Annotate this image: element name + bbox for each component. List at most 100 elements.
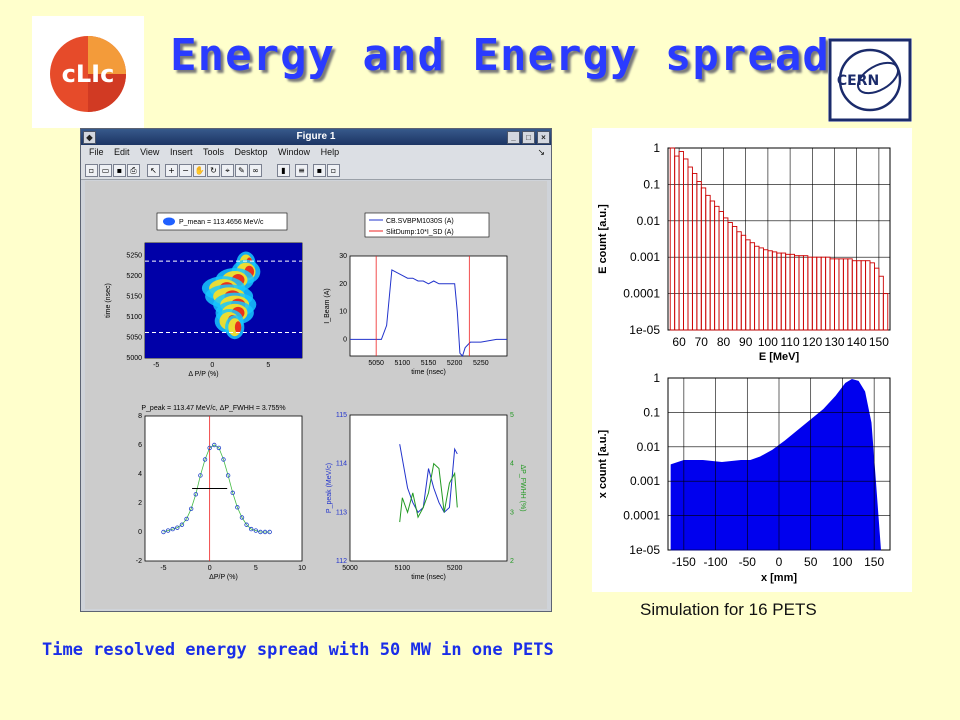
- data-point: [244, 522, 249, 527]
- menu-desktop[interactable]: Desktop: [234, 147, 268, 157]
- heatmap-cell: [234, 321, 242, 334]
- heatmap-xtick: -5: [153, 362, 159, 369]
- fwhh-ytick: 2: [138, 500, 142, 507]
- data-point: [202, 457, 208, 462]
- close-button[interactable]: ×: [537, 131, 550, 144]
- position-xtick: 0: [776, 555, 783, 569]
- ppeak-xtick: 5200: [447, 565, 463, 572]
- datacursor-icon[interactable]: ⌖: [221, 164, 234, 177]
- heatmap-legend: [156, 212, 288, 231]
- show-icon[interactable]: ▫: [327, 164, 340, 177]
- link-icon[interactable]: ∞: [249, 164, 262, 177]
- fwhh-y2tick: 5: [510, 412, 514, 419]
- fwhh-ytick: 6: [138, 442, 142, 449]
- brush-icon[interactable]: ✎: [235, 164, 248, 177]
- energy-xtick: 100: [758, 335, 778, 349]
- menu-tools[interactable]: Tools: [202, 147, 224, 157]
- simulation-label: Simulation for 16 PETS: [640, 600, 817, 619]
- menu-view[interactable]: View: [140, 147, 160, 157]
- position-xtick: -150: [672, 555, 696, 569]
- menu-edit[interactable]: Edit: [114, 147, 130, 157]
- data-point: [207, 445, 212, 451]
- energy-ytick: 0.1: [643, 177, 660, 191]
- maximize-button[interactable]: □: [522, 131, 535, 144]
- fwhh-xtick: 10: [298, 565, 306, 572]
- energy-ytick: 0.01: [637, 214, 661, 228]
- colorbar-icon[interactable]: ▮: [277, 164, 290, 177]
- app-menu-icon[interactable]: ◆: [83, 131, 96, 144]
- menu-file[interactable]: File: [89, 147, 104, 157]
- window-titlebar[interactable]: Figure 1 ◆ _ □ ×: [81, 129, 551, 145]
- ibeam-axes: [349, 255, 508, 357]
- fwhh-y2tick: 4: [510, 461, 514, 468]
- energy-xtick: 90: [739, 335, 753, 349]
- fwhh-xlabel: ΔP/P (%): [209, 574, 238, 581]
- data-point: [267, 529, 272, 535]
- new-icon[interactable]: ▫: [85, 164, 98, 177]
- open-icon[interactable]: ▭: [99, 164, 112, 177]
- rotate-icon[interactable]: ↻: [207, 164, 220, 177]
- ppeak-xtick: 5100: [395, 565, 411, 572]
- data-point: [258, 529, 263, 535]
- data-point: [253, 528, 259, 533]
- data-point: [170, 526, 175, 532]
- legend-icon[interactable]: ≡: [295, 164, 308, 177]
- heatmap-xtick: 0: [210, 362, 214, 369]
- fwhh-y2tick: 2: [510, 558, 514, 565]
- menu-insert[interactable]: Insert: [169, 147, 193, 157]
- cern-logo: CERN: [828, 38, 912, 122]
- fwhh-ytick: -2: [136, 558, 142, 565]
- zoom-in-icon[interactable]: +: [165, 164, 178, 177]
- position-ytick: 0.0001: [623, 509, 660, 523]
- fit-curve: [163, 444, 270, 533]
- data-point: [235, 505, 240, 510]
- energy-xtick: 140: [847, 335, 867, 349]
- position-xlabel: x [mm]: [761, 572, 797, 584]
- energy-hist-axes: [667, 147, 891, 331]
- energy-xtick: 60: [672, 335, 686, 349]
- data-point: [230, 490, 235, 496]
- heatmap-ytick: 5200: [126, 273, 142, 280]
- toolbar: ▫ ▭ ▪ ⎙ ↖ + − ✋ ↻ ⌖ ✎ ∞ ▮ ≡ ▪ ▫: [81, 161, 551, 180]
- simulation-panel: 1 0.1 0.01 0.001 0.0001 1e-05 60 70 80 90 100 110 12…: [592, 128, 912, 592]
- energy-ylabel: E count [a.u.]: [597, 204, 609, 274]
- zoom-out-icon[interactable]: −: [179, 164, 192, 177]
- position-area: [670, 379, 882, 551]
- position-xtick: -100: [704, 555, 728, 569]
- position-ytick: 1e-05: [629, 543, 660, 557]
- energy-xtick: 80: [717, 335, 731, 349]
- ibeam-legend-text-2: SlitDump:10*I_SD (A): [386, 229, 454, 236]
- energy-ytick: 0.001: [630, 250, 660, 264]
- heatmap-ytick: 5000: [126, 355, 142, 362]
- minimize-button[interactable]: _: [507, 131, 520, 144]
- dock-arrow-icon[interactable]: ↘: [537, 147, 545, 157]
- fwhh-ytick: 0: [138, 529, 142, 536]
- save-icon[interactable]: ▪: [113, 164, 126, 177]
- fwhh-xtick: 0: [208, 565, 212, 572]
- position-ytick: 0.001: [630, 474, 660, 488]
- menu-help[interactable]: Help: [320, 147, 340, 157]
- heatmap-ylabel: time (nsec): [105, 283, 112, 318]
- fwhh-y2tick: 3: [510, 509, 514, 516]
- menu-window[interactable]: Window: [278, 147, 311, 157]
- ibeam-xtick: 5100: [395, 360, 411, 367]
- position-xtick: 50: [804, 555, 818, 569]
- fwhh-ytick: 4: [138, 471, 142, 478]
- ppeak-series-line: [399, 444, 458, 514]
- position-ytick: 1: [653, 371, 660, 385]
- position-ytick: 0.1: [643, 405, 660, 419]
- data-point: [198, 473, 203, 478]
- ppeak-ytick: 114: [336, 461, 347, 468]
- position-xtick: -50: [739, 555, 757, 569]
- heatmap-xlabel: Δ P/P (%): [188, 371, 218, 378]
- data-point: [188, 506, 194, 511]
- print-icon[interactable]: ⎙: [127, 164, 140, 177]
- ppeak-ylabel: P_peak (MeV/c): [326, 463, 333, 513]
- hide-icon[interactable]: ▪: [313, 164, 326, 177]
- arrow-icon[interactable]: ↖: [147, 164, 160, 177]
- energy-xlabel: E [MeV]: [759, 351, 800, 363]
- pan-icon[interactable]: ✋: [193, 164, 206, 177]
- energy-xtick: 110: [781, 335, 800, 349]
- data-point: [175, 525, 180, 530]
- ppeak-axes: [349, 414, 508, 562]
